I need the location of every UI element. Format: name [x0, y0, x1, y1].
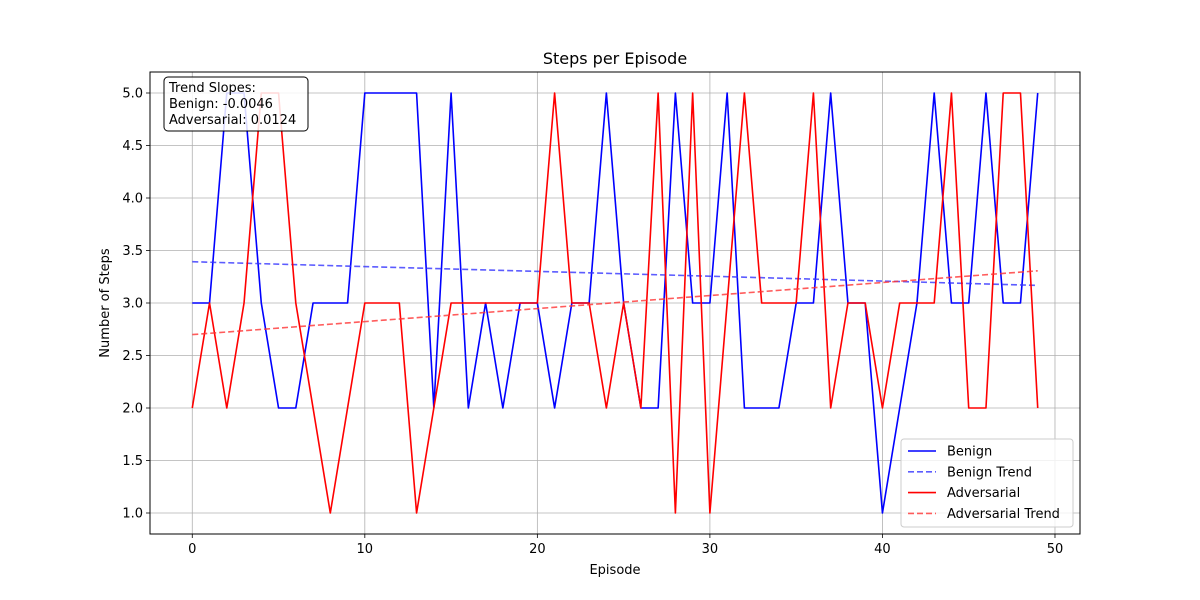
trend-slopes-annotation: Trend Slopes: Benign: -0.0046 Adversaria…: [163, 76, 309, 132]
y-tick-label-0: 1.0: [122, 507, 143, 522]
x-tick-label-50: 50: [1047, 542, 1064, 557]
annotation-line-header: Trend Slopes:: [168, 81, 256, 96]
series-line-adversarial-trend: [192, 270, 1038, 336]
annotation-box: [163, 76, 309, 132]
annotation-line-benign: Benign: -0.0046: [169, 97, 273, 112]
y-tick-label-4: 3.0: [122, 297, 143, 312]
series-line-adversarial: [191, 92, 1039, 514]
series-line-benign-trend: [192, 260, 1038, 287]
y-axis-ticks: 1.0 1.5 2.0 2.5 3.0 3.5 4.0 4.5 5.0: [122, 87, 150, 522]
annotation-line-adversarial: Adversarial: 0.0124: [169, 113, 296, 128]
x-tick-label-0: 0: [188, 542, 196, 557]
y-tick-label-8: 5.0: [122, 87, 143, 102]
x-axis-label: Episode: [589, 563, 640, 578]
y-tick-label-7: 4.5: [122, 139, 143, 154]
legend-label-benign-trend: Benign Trend: [947, 465, 1032, 480]
legend-label-benign: Benign: [947, 445, 992, 460]
y-tick-label-6: 4.0: [122, 192, 143, 207]
legend: Benign Benign Trend Adversarial Adversarial…: [900, 438, 1074, 528]
series-line-benign: [192, 92, 1039, 514]
legend-label-adversarial: Adversarial: [947, 486, 1020, 501]
y-axis-label: Number of Steps: [98, 248, 113, 358]
y-tick-label-2: 2.0: [122, 402, 143, 417]
y-tick-label-1: 1.5: [122, 454, 143, 469]
legend-label-adversarial-trend: Adversarial Trend: [947, 507, 1060, 522]
plot-lines: [191, 92, 1039, 514]
y-tick-label-5: 3.5: [122, 244, 143, 259]
chart-title: Steps per Episode: [543, 49, 687, 68]
legend-box: [900, 438, 1074, 528]
x-tick-label-40: 40: [874, 542, 891, 557]
x-tick-label-10: 10: [357, 542, 374, 557]
x-axis-ticks: 0 10 20 30 40 50: [188, 534, 1063, 557]
y-tick-label-3: 2.5: [122, 349, 143, 364]
x-tick-label-30: 30: [702, 542, 719, 557]
x-tick-label-20: 20: [529, 542, 546, 557]
